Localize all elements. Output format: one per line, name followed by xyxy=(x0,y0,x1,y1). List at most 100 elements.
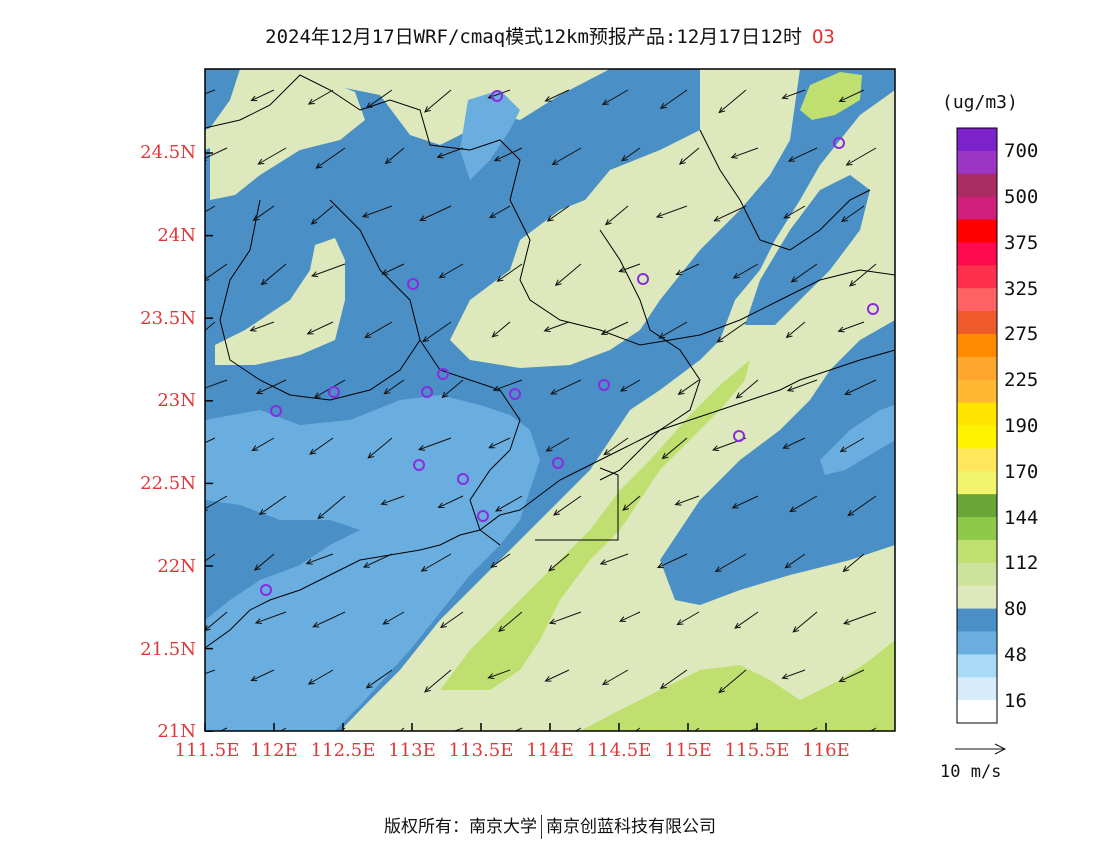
wind-arrow-head xyxy=(417,444,426,451)
lat-label: 22.5N xyxy=(140,473,196,494)
wind-arrow-head xyxy=(488,442,496,449)
wind-arrow xyxy=(309,437,334,455)
wind-arrow-head xyxy=(205,505,208,511)
wind-arrow xyxy=(498,611,523,632)
wind-arrow-head xyxy=(675,269,683,276)
wind-arrow-head xyxy=(551,159,559,166)
wind-arrow xyxy=(782,669,806,679)
wind-arrow-head xyxy=(441,391,449,399)
wind-arrow-head xyxy=(842,618,851,625)
wind-arrow-head xyxy=(735,392,743,399)
wind-arrow xyxy=(660,89,688,109)
legend-swatch xyxy=(957,356,997,381)
wind-arrow xyxy=(675,495,700,506)
lat-label: 24N xyxy=(157,225,196,246)
wind-arrow-head xyxy=(601,99,609,106)
wind-arrow xyxy=(497,263,523,282)
wind-arrow xyxy=(789,495,818,512)
wind-arrow xyxy=(847,495,877,516)
wind-arrow xyxy=(424,89,452,113)
wind-arrow xyxy=(677,611,700,625)
wind-arrow xyxy=(548,553,570,572)
county-boundary-d xyxy=(699,129,871,251)
legend-swatch xyxy=(957,242,997,266)
wind-arrow xyxy=(715,553,747,572)
legend-swatch xyxy=(957,402,997,426)
wind-arrow xyxy=(219,727,228,731)
wind-arrow xyxy=(547,205,570,222)
wind-arrow xyxy=(660,669,688,689)
wind-arrow xyxy=(488,437,511,449)
wind-arrow-head xyxy=(439,622,447,629)
lat-label: 23N xyxy=(157,390,196,411)
wind-arrow xyxy=(809,727,818,731)
wind-arrow-head xyxy=(489,212,497,219)
wind-arrow-head xyxy=(491,331,499,338)
legend-swatch xyxy=(957,448,997,472)
wind-arrow-head xyxy=(792,626,800,633)
wind-arrow-head xyxy=(621,155,628,162)
legend-swatch xyxy=(957,219,997,243)
legend-swatch xyxy=(957,196,997,221)
wind-arrow-head xyxy=(384,157,392,165)
city-district-box xyxy=(535,467,619,541)
wind-arrow-head xyxy=(249,325,257,332)
wind-arrow-head xyxy=(712,445,720,452)
wind-arrow-head xyxy=(718,686,726,694)
legend-swatch xyxy=(957,311,997,335)
lat-label: 21.5N xyxy=(140,639,196,660)
wind-arrow-head xyxy=(365,102,373,109)
wind-arrow-head xyxy=(196,212,202,217)
wind-arrow-head xyxy=(490,561,498,568)
wind-arrow-head xyxy=(422,336,430,343)
footer-divider xyxy=(541,815,542,839)
wind-arrow xyxy=(839,669,865,682)
monitoring-stations xyxy=(260,90,879,596)
wind-arrow xyxy=(488,669,511,679)
wind-arrow xyxy=(493,379,523,391)
wind-arrow xyxy=(205,495,228,510)
wind-arrow-head xyxy=(847,510,855,517)
wind-arrow-head xyxy=(718,106,726,114)
band-48-80-east-b xyxy=(660,320,895,605)
lon-label: 115E xyxy=(664,740,712,761)
wind-arrow-head xyxy=(601,679,609,686)
wind-arrow-head xyxy=(618,266,626,273)
wind-arrow xyxy=(841,205,865,222)
wind-arrow-head xyxy=(553,509,560,516)
wind-arrow-head xyxy=(255,388,264,395)
wind-arrow-head xyxy=(382,618,390,625)
wind-arrow xyxy=(602,669,629,685)
wind-arrow-head xyxy=(713,215,721,222)
concentration-field xyxy=(205,69,895,731)
county-boundary-b xyxy=(419,339,521,546)
wind-arrow xyxy=(552,147,582,165)
wind-arrow xyxy=(733,263,759,279)
wind-arrow xyxy=(453,727,464,731)
wind-arrow-head xyxy=(548,618,557,625)
station-marker xyxy=(421,386,433,398)
station-marker xyxy=(491,90,503,102)
map-title: 2024年12月17日WRF/cmaq模式12km预报产品:12月17日12时 O… xyxy=(0,22,1100,49)
wind-arrow-head xyxy=(380,499,388,506)
wind-arrow xyxy=(490,553,511,568)
legend-label: 112 xyxy=(1004,552,1039,574)
wind-arrow-head xyxy=(781,673,789,680)
wind-arrow-head xyxy=(195,443,201,448)
legend-swatch xyxy=(957,425,997,449)
wind-arrow-head xyxy=(543,326,551,332)
wind-arrow xyxy=(634,727,641,731)
wind-arrow-head xyxy=(312,621,320,628)
wind-arrow xyxy=(205,379,228,389)
wind-arrow xyxy=(783,205,806,219)
wind-arrow-head xyxy=(253,564,261,571)
wind-arrow-head xyxy=(655,212,663,219)
wind-arrow-head xyxy=(545,445,553,452)
wind-arrow xyxy=(251,89,275,102)
legend-label: 275 xyxy=(1004,323,1039,345)
lon-label: 116E xyxy=(802,740,850,761)
wind-field xyxy=(195,89,877,731)
legend-label: 225 xyxy=(1004,369,1039,391)
wind-arrow xyxy=(311,205,334,225)
wind-arrow xyxy=(678,379,700,395)
